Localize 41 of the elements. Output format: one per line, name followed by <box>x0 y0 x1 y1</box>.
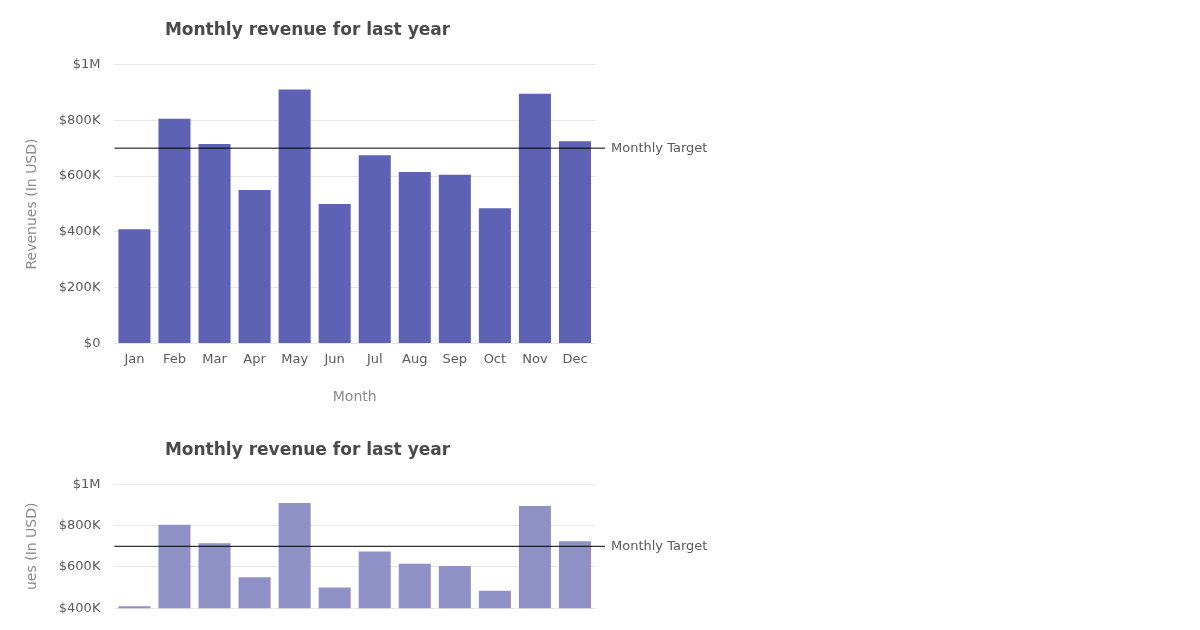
y-axis-title: ues (In USD) <box>23 502 40 591</box>
chart-title: Monthly revenue for last year <box>164 438 451 459</box>
y-tick-label: $800K <box>58 517 101 533</box>
y-tick-label: $1M <box>72 55 101 71</box>
bar <box>438 174 471 344</box>
bar <box>518 93 551 344</box>
bar <box>238 190 271 344</box>
bar <box>118 229 151 344</box>
x-tick-label: Jan <box>123 350 145 366</box>
x-tick-label: Feb <box>162 350 186 366</box>
ref-line-label: Monthly Target <box>611 537 708 553</box>
bar <box>158 118 191 344</box>
x-axis-title: Month <box>332 388 377 405</box>
bar <box>558 141 591 344</box>
x-tick-label: Sep <box>442 350 468 366</box>
x-tick-label: Jun <box>323 350 345 366</box>
x-tick-label: Nov <box>522 350 548 366</box>
x-tick-label: Mar <box>202 350 228 366</box>
x-tick-label: Dec <box>562 350 588 366</box>
ref-line-label: Monthly Target <box>611 139 708 155</box>
x-tick-label: Apr <box>243 350 267 366</box>
y-axis-title: Revenues (In USD) <box>23 138 40 270</box>
bar <box>358 155 391 344</box>
bar <box>318 204 351 344</box>
y-tick-label: $200K <box>58 279 101 295</box>
x-tick-label: May <box>281 350 309 366</box>
bar <box>278 89 311 344</box>
y-tick-label: $400K <box>58 223 101 239</box>
y-tick-label: $800K <box>58 111 101 127</box>
bar <box>478 208 511 344</box>
y-tick-label: $0 <box>83 334 101 350</box>
bar <box>398 171 431 344</box>
x-tick-label: Oct <box>483 350 507 366</box>
y-tick-label: $600K <box>58 167 101 183</box>
chart-title: Monthly revenue for last year <box>164 18 451 39</box>
x-tick-label: Jul <box>365 350 383 366</box>
x-tick-label: Aug <box>402 350 428 366</box>
y-tick-label: $600K <box>58 558 101 574</box>
bar <box>198 143 231 344</box>
y-tick-label: $400K <box>58 599 101 615</box>
y-tick-label: $1M <box>72 475 101 491</box>
